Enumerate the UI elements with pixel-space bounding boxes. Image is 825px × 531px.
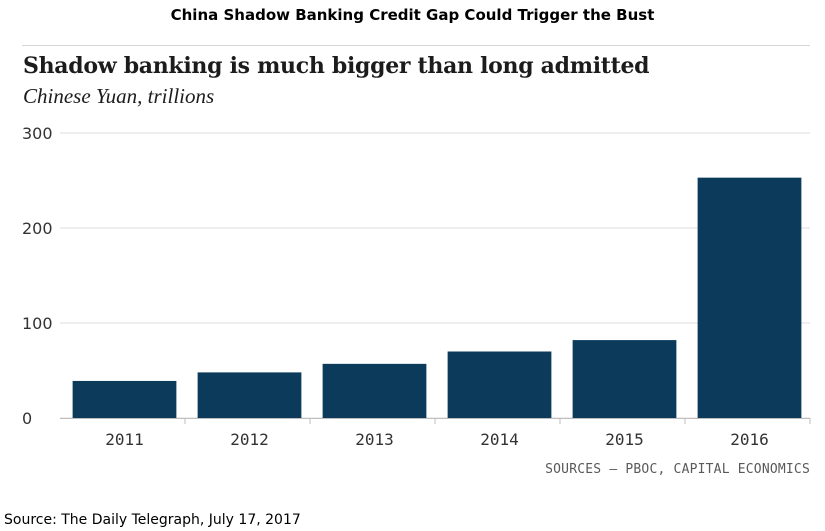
y-tick-label-100: 100 [22,314,53,333]
y-tick-label-0: 0 [22,409,32,428]
x-tick-label-2015: 2015 [605,430,644,449]
bar-2014 [447,351,552,418]
bar-2013 [322,363,427,418]
footer-source: Source: The Daily Telegraph, July 17, 20… [4,512,301,528]
top-divider [22,45,810,46]
bar-2011 [72,380,177,418]
x-tick-label-2014: 2014 [480,430,519,449]
chart-title: Shadow banking is much bigger than long … [23,53,650,79]
bar-2012 [197,372,302,418]
x-tick-label-2016: 2016 [730,430,769,449]
chart-subtitle: Chinese Yuan, trillions [23,84,215,108]
bar-2016 [697,177,802,418]
y-tick-label-300: 300 [22,124,53,143]
x-tick-label-2013: 2013 [355,430,394,449]
x-tick-label-2012: 2012 [230,430,269,449]
y-tick-label-200: 200 [22,219,53,238]
bar-2015 [572,340,677,418]
page-title: China Shadow Banking Credit Gap Could Tr… [170,6,655,24]
sources-note: SOURCES – PBOC, CAPITAL ECONOMICS [545,462,810,477]
x-tick-label-2011: 2011 [105,430,144,449]
